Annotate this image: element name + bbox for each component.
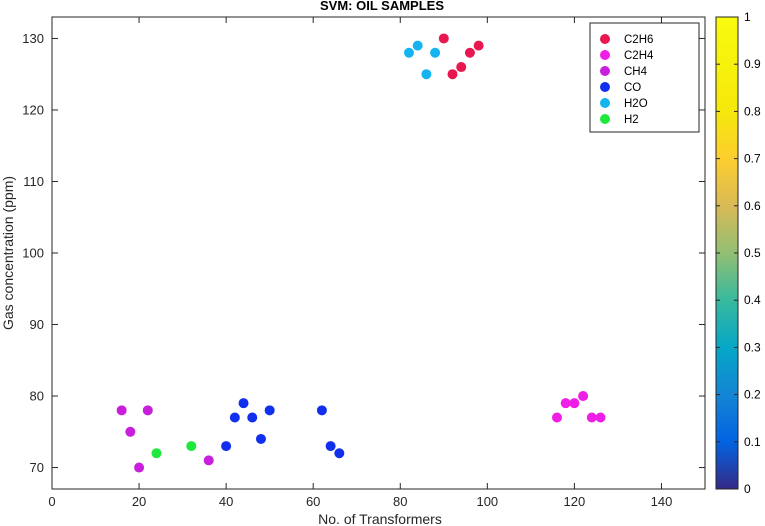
point-c2h4-2 — [569, 398, 580, 409]
x-tick-label: 100 — [476, 494, 498, 509]
x-axis-label: No. of Transformers — [318, 511, 442, 526]
y-tick-label: 100 — [22, 246, 44, 261]
legend-marker-h2o — [600, 98, 610, 108]
legend-label-h2o: H2O — [624, 98, 648, 110]
point-c2h4-4 — [586, 412, 597, 423]
point-ch4-0 — [116, 405, 127, 416]
point-c2h6-1 — [473, 40, 484, 51]
point-h2o-1 — [403, 47, 414, 58]
x-tick-label: 40 — [219, 494, 233, 509]
point-h2o-3 — [421, 69, 432, 80]
point-c2h6-4 — [447, 69, 458, 80]
y-axis-label: Gas concentration (ppm) — [0, 176, 16, 330]
y-tick-label: 120 — [22, 102, 44, 117]
point-c2h4-0 — [578, 391, 589, 402]
colorbar-tick-label: 0.7 — [744, 152, 761, 166]
point-co-5 — [255, 433, 266, 444]
legend-marker-co — [600, 82, 610, 92]
point-h2o-0 — [412, 40, 423, 51]
legend-marker-ch4 — [600, 66, 610, 76]
x-tick-label: 80 — [393, 494, 407, 509]
colorbar-tick-label: 0.9 — [744, 57, 761, 71]
y-tick-label: 130 — [22, 31, 44, 46]
point-c2h4-5 — [595, 412, 606, 423]
point-h2-0 — [186, 441, 197, 452]
colorbar-tick-label: 0.2 — [744, 388, 761, 402]
legend-marker-c2h6 — [600, 34, 610, 44]
point-co-4 — [247, 412, 258, 423]
point-co-0 — [238, 398, 249, 409]
x-tick-label: 60 — [306, 494, 320, 509]
point-ch4-4 — [203, 455, 214, 466]
y-tick-label: 110 — [23, 174, 44, 189]
point-co-2 — [316, 405, 327, 416]
x-tick-label: 140 — [651, 494, 673, 509]
point-ch4-3 — [134, 462, 145, 473]
colorbar-tick-label: 0.8 — [744, 104, 761, 118]
point-c2h4-3 — [551, 412, 562, 423]
colorbar-tick-label: 0.5 — [744, 246, 761, 260]
point-c2h6-2 — [464, 47, 475, 58]
colorbar-tick-label: 0.6 — [744, 199, 761, 213]
colorbar-tick-label: 0.3 — [744, 340, 761, 354]
x-tick-label: 0 — [48, 494, 55, 509]
legend-label-h2: H2 — [624, 114, 639, 126]
x-tick-label: 20 — [132, 494, 146, 509]
y-axis-ticks: 70 80 90 100 110 120 130 — [22, 31, 705, 475]
point-c2h4-1 — [560, 398, 571, 409]
legend-label-c2h4: C2H4 — [624, 50, 654, 62]
legend-label-co: CO — [624, 82, 641, 94]
legend-marker-h2 — [600, 114, 610, 124]
colorbar-tick-label: 0 — [744, 482, 751, 496]
colorbar: 0 0.1 0.2 0.3 0.4 0.5 0.6 0.7 0.8 0.9 1 — [715, 10, 761, 496]
point-ch4-2 — [125, 426, 136, 437]
y-tick-label: 80 — [30, 389, 44, 404]
colorbar-tick-label: 0.1 — [744, 435, 761, 449]
point-h2-1 — [151, 448, 162, 459]
legend-label-ch4: CH4 — [624, 66, 648, 78]
legend-marker-c2h4 — [600, 50, 610, 60]
point-h2o-2 — [430, 47, 441, 58]
data-points — [116, 33, 606, 473]
colorbar-tick-label: 0.4 — [744, 293, 761, 307]
colorbar-tick-label: 1 — [744, 10, 751, 24]
point-c2h6-3 — [456, 62, 467, 73]
chart-title: SVM: OIL SAMPLES — [320, 0, 444, 13]
y-tick-label: 90 — [30, 317, 44, 332]
x-tick-label: 120 — [564, 494, 586, 509]
point-co-8 — [334, 448, 345, 459]
legend: C2H6 C2H4 CH4 CO H2O H2 — [589, 22, 700, 133]
point-co-6 — [221, 441, 232, 452]
point-co-7 — [325, 441, 336, 452]
x-axis-ticks: 0 20 40 60 80 100 120 140 — [48, 17, 672, 509]
point-ch4-1 — [142, 405, 153, 416]
point-c2h6-0 — [438, 33, 449, 44]
y-tick-label: 70 — [30, 460, 44, 475]
point-co-1 — [264, 405, 275, 416]
point-co-3 — [229, 412, 240, 423]
legend-label-c2h6: C2H6 — [624, 34, 653, 46]
